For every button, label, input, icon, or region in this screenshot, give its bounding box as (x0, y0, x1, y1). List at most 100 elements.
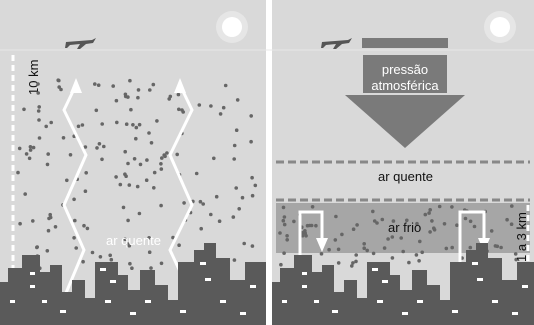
particle (415, 221, 419, 226)
cold-layer-label: ar frio (388, 220, 421, 235)
particle (84, 171, 88, 175)
particle (114, 175, 118, 179)
particle (74, 246, 78, 250)
particle (176, 92, 181, 97)
particle (131, 123, 135, 127)
particle (351, 227, 356, 231)
particle (212, 156, 216, 161)
particle (428, 208, 433, 212)
particle (138, 162, 143, 167)
height-label-left: 10 km (26, 60, 41, 95)
sun-icon (216, 11, 248, 43)
particle (165, 151, 169, 155)
particle (489, 229, 494, 233)
pressure-label-line2: atmosférica (371, 78, 439, 93)
pollution-particles-right (278, 204, 518, 268)
particle (102, 144, 106, 149)
particle (199, 226, 203, 231)
building-windows-left (10, 262, 256, 315)
particle (48, 212, 52, 217)
particle (53, 225, 58, 229)
particle (136, 95, 140, 100)
particle (118, 182, 123, 187)
particle (123, 237, 127, 242)
particle (115, 120, 119, 125)
particle (31, 219, 35, 223)
particle (455, 223, 459, 227)
particle (201, 202, 205, 206)
particle (96, 83, 101, 87)
particle (23, 192, 28, 196)
particle (401, 249, 406, 254)
particle (428, 230, 432, 234)
particle (149, 141, 154, 145)
particle (18, 221, 22, 226)
particle (463, 216, 468, 221)
particle (437, 204, 442, 209)
building-windows-right (282, 262, 528, 315)
particle (237, 207, 241, 211)
particle (390, 235, 395, 239)
particle (100, 122, 104, 126)
particle (57, 85, 61, 89)
particle (72, 197, 76, 202)
particle (223, 83, 228, 88)
particle (509, 222, 514, 226)
particle (300, 233, 305, 238)
particle (430, 219, 434, 223)
particle (147, 236, 151, 240)
particle (130, 266, 134, 271)
particle (123, 172, 127, 176)
particle (35, 245, 39, 250)
particle (468, 219, 473, 224)
particle (90, 250, 95, 255)
particle (37, 118, 41, 122)
particle (281, 205, 286, 210)
particle (45, 162, 50, 167)
particle (303, 231, 308, 235)
particle (149, 266, 153, 270)
particle (414, 253, 419, 257)
particle (314, 223, 318, 228)
height-label-right: 1 a 3 km (514, 212, 529, 262)
particle (177, 243, 181, 247)
particle (249, 139, 253, 144)
pressure-arrow (345, 38, 465, 148)
particle (472, 224, 477, 229)
particle (253, 183, 258, 188)
particle (336, 247, 341, 252)
particle (333, 238, 338, 242)
particle (144, 178, 149, 182)
particle (432, 228, 437, 232)
particle (217, 219, 222, 223)
particle (135, 184, 140, 189)
particle (148, 88, 152, 92)
particle (234, 186, 238, 190)
particle (282, 215, 287, 219)
particle (493, 244, 498, 248)
particle (22, 107, 26, 112)
particle (80, 123, 85, 127)
particle (513, 252, 518, 256)
particle (36, 82, 40, 86)
particle (82, 223, 86, 228)
particle (94, 108, 99, 113)
particle (81, 259, 85, 264)
particle (28, 145, 33, 149)
particle (327, 247, 331, 252)
warm-air-label-left: ar quente (106, 233, 161, 248)
particle (159, 162, 163, 166)
particle (16, 170, 20, 175)
panel-divider (266, 0, 272, 325)
particle (129, 107, 133, 112)
particle (242, 241, 246, 246)
particle (134, 125, 139, 130)
particle (371, 209, 375, 214)
particle (145, 158, 149, 162)
particle (450, 205, 454, 209)
rising-air-arrow (62, 78, 88, 294)
particle (126, 242, 130, 246)
particle (127, 183, 132, 187)
particle (98, 254, 103, 259)
particle (123, 94, 128, 99)
